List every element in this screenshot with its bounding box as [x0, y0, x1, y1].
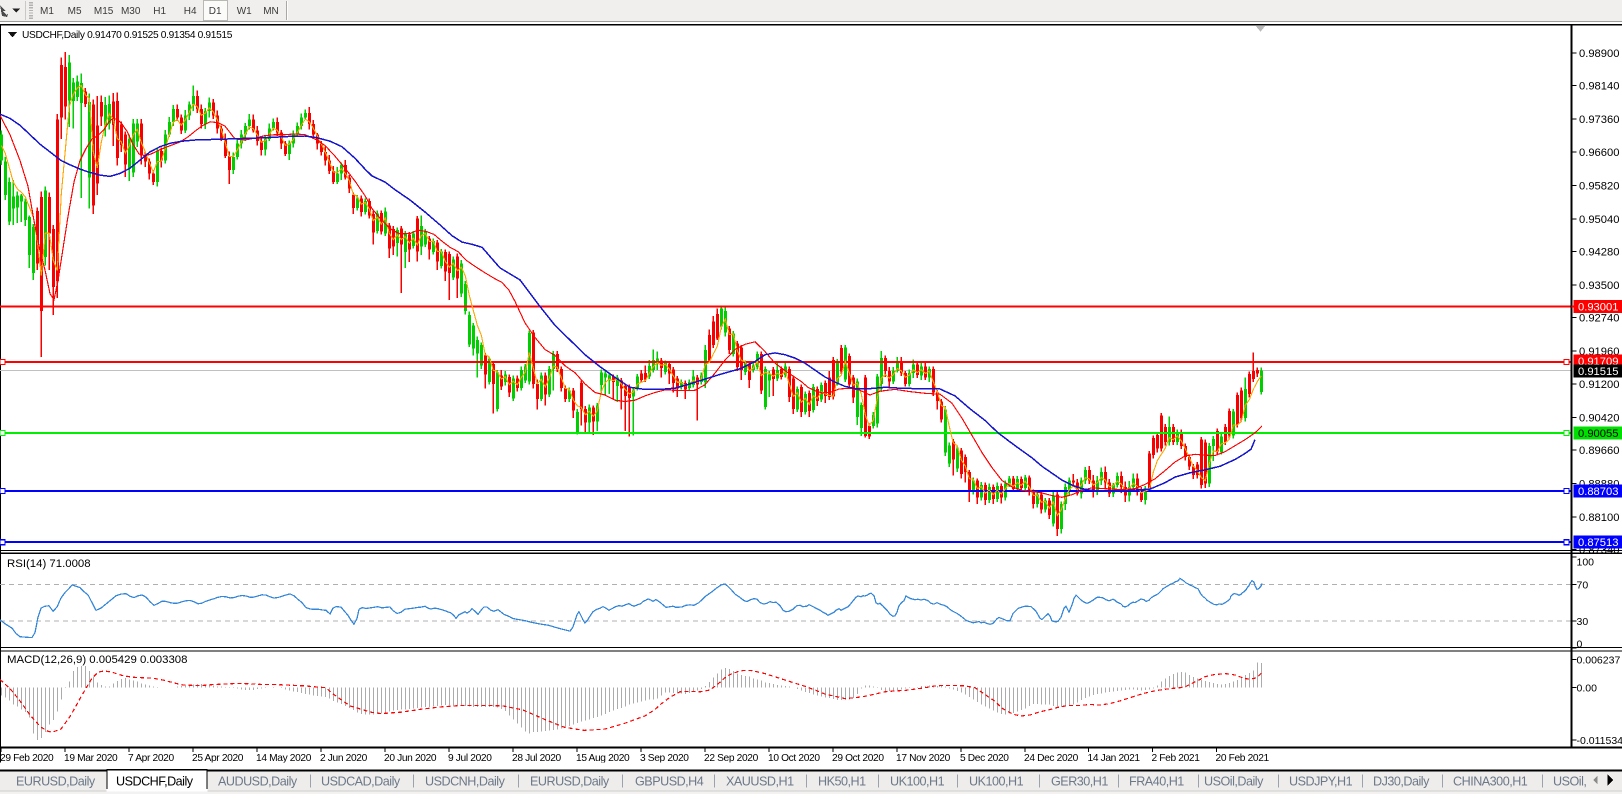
svg-text:XAUUSD,H1: XAUUSD,H1: [726, 775, 794, 789]
svg-text:M30: M30: [121, 6, 141, 17]
svg-text:0: 0: [1577, 639, 1583, 651]
svg-text:0.97360: 0.97360: [1579, 114, 1619, 126]
svg-text:UK100,H1: UK100,H1: [969, 775, 1024, 789]
svg-text:FRA40,H1: FRA40,H1: [1129, 775, 1184, 789]
svg-text:0.93001: 0.93001: [1578, 302, 1618, 314]
svg-text:100: 100: [1577, 557, 1595, 569]
svg-text:GER30,H1: GER30,H1: [1051, 775, 1108, 789]
svg-text:AUDUSD,Daily: AUDUSD,Daily: [218, 775, 298, 789]
svg-text:M5: M5: [68, 6, 82, 17]
svg-text:0.95040: 0.95040: [1579, 214, 1619, 226]
svg-text:USDJPY,H1: USDJPY,H1: [1289, 775, 1353, 789]
svg-text:RSI(14) 71.0008: RSI(14) 71.0008: [7, 558, 91, 570]
svg-text:0.00: 0.00: [1577, 683, 1598, 695]
svg-text:USDCAD,Daily: USDCAD,Daily: [321, 775, 401, 789]
svg-text:2 Feb 2021: 2 Feb 2021: [1152, 753, 1201, 764]
svg-text:EURUSD,Daily: EURUSD,Daily: [530, 775, 610, 789]
svg-text:0.91200: 0.91200: [1579, 379, 1619, 391]
svg-text:CHINA300,H1: CHINA300,H1: [1453, 775, 1528, 789]
svg-text:7 Apr 2020: 7 Apr 2020: [128, 753, 174, 764]
svg-text:USOil,Daily: USOil,Daily: [1204, 775, 1264, 789]
svg-text:0.88703: 0.88703: [1578, 486, 1618, 498]
svg-text:GBPUSD,H4: GBPUSD,H4: [635, 775, 704, 789]
svg-text:0.88100: 0.88100: [1579, 512, 1619, 524]
svg-text:0.96600: 0.96600: [1579, 147, 1619, 159]
svg-text:H1: H1: [153, 6, 166, 17]
svg-text:DJ30,Daily: DJ30,Daily: [1373, 775, 1430, 789]
svg-text:0.91515: 0.91515: [1578, 366, 1618, 378]
svg-text:0.90420: 0.90420: [1579, 412, 1619, 424]
svg-text:USDCHF,Daily 0.91470 0.91525: USDCHF,Daily 0.91470 0.91525 0.91354 0.9…: [22, 30, 233, 41]
svg-text:15 Aug 2020: 15 Aug 2020: [576, 753, 630, 764]
svg-text:USDCHF,Daily: USDCHF,Daily: [116, 775, 194, 789]
svg-text:EURUSD,Daily: EURUSD,Daily: [16, 775, 96, 789]
svg-text:0.98140: 0.98140: [1579, 81, 1619, 93]
svg-text:0.89660: 0.89660: [1579, 445, 1619, 457]
svg-text:HK50,H1: HK50,H1: [818, 775, 866, 789]
svg-text:UK100,H1: UK100,H1: [890, 775, 945, 789]
svg-text:0.92740: 0.92740: [1579, 313, 1619, 325]
svg-text:MACD(12,26,9) 0.005429 0.00330: MACD(12,26,9) 0.005429 0.003308: [7, 654, 187, 666]
svg-text:W1: W1: [237, 6, 252, 17]
svg-text:D1: D1: [209, 6, 222, 17]
svg-text:10 Oct 2020: 10 Oct 2020: [768, 753, 820, 764]
svg-text:20 Jun 2020: 20 Jun 2020: [384, 753, 437, 764]
svg-text:0.90055: 0.90055: [1578, 428, 1618, 440]
svg-text:0.95820: 0.95820: [1579, 180, 1619, 192]
svg-text:17 Nov 2020: 17 Nov 2020: [896, 753, 951, 764]
svg-text:14 Jan 2021: 14 Jan 2021: [1088, 753, 1141, 764]
svg-text:0.87513: 0.87513: [1578, 537, 1618, 549]
svg-text:30: 30: [1577, 616, 1589, 628]
svg-text:USDCNH,Daily: USDCNH,Daily: [425, 775, 506, 789]
svg-text:22 Sep 2020: 22 Sep 2020: [704, 753, 759, 764]
svg-text:USOil,: USOil,: [1553, 775, 1586, 789]
svg-text:20 Feb 2021: 20 Feb 2021: [1216, 753, 1270, 764]
svg-text:70: 70: [1577, 579, 1589, 591]
svg-text:2 Jun 2020: 2 Jun 2020: [320, 753, 368, 764]
svg-text:M1: M1: [40, 6, 54, 17]
svg-text:5 Dec 2020: 5 Dec 2020: [960, 753, 1009, 764]
svg-text:28 Jul 2020: 28 Jul 2020: [512, 753, 562, 764]
svg-text:H4: H4: [184, 6, 197, 17]
svg-text:9 Jul 2020: 9 Jul 2020: [448, 753, 492, 764]
svg-text:0.93500: 0.93500: [1579, 280, 1619, 292]
svg-text:24 Dec 2020: 24 Dec 2020: [1024, 753, 1079, 764]
svg-text:0.98900: 0.98900: [1579, 48, 1619, 60]
svg-text:0.006237: 0.006237: [1577, 654, 1621, 666]
svg-text:29 Feb 2020: 29 Feb 2020: [0, 753, 54, 764]
svg-text:29 Oct 2020: 29 Oct 2020: [832, 753, 884, 764]
svg-text:3 Sep 2020: 3 Sep 2020: [640, 753, 689, 764]
svg-text:0.94280: 0.94280: [1579, 247, 1619, 259]
svg-text:19 Mar 2020: 19 Mar 2020: [64, 753, 118, 764]
svg-text:MN: MN: [263, 6, 279, 17]
svg-text:25 Apr 2020: 25 Apr 2020: [192, 753, 244, 764]
svg-text:M15: M15: [94, 6, 114, 17]
svg-text:-0.011534: -0.011534: [1577, 735, 1622, 747]
svg-text:14 May 2020: 14 May 2020: [256, 753, 312, 764]
